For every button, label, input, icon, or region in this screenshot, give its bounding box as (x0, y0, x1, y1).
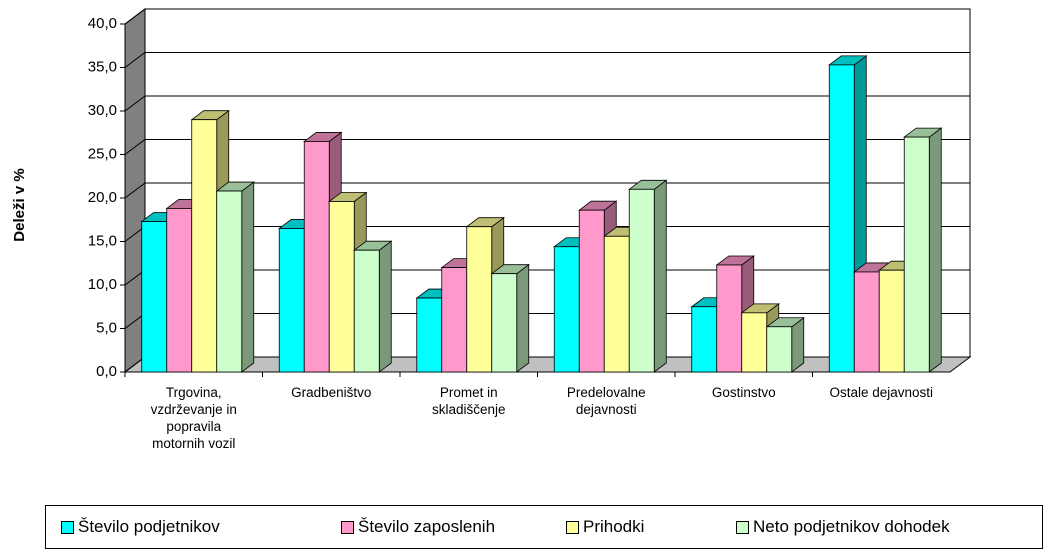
bar-front (903, 136, 930, 373)
legend-entry: Število podjetnikov (61, 517, 220, 537)
grid-line (124, 139, 970, 155)
legend-entry: Število zaposlenih (341, 517, 495, 537)
grid-line (124, 95, 970, 112)
bar-front (491, 273, 518, 373)
x-tick-label: Promet in skladiščenje (431, 385, 506, 417)
bar-front (328, 201, 355, 373)
legend-label: Prihodki (583, 517, 645, 536)
bar-side (378, 240, 392, 373)
legend-swatch (61, 520, 74, 534)
legend-swatch (341, 520, 354, 534)
bar (765, 316, 805, 373)
bar-front (416, 297, 443, 373)
y-tick-label: 10,0 (88, 276, 117, 293)
y-tick-label: 0,0 (96, 363, 117, 380)
bar-side (516, 263, 530, 373)
bar-front (553, 246, 580, 373)
y-tick-label: 35,0 (88, 58, 117, 75)
bar-front (216, 190, 243, 373)
bar-front (603, 235, 630, 373)
legend: Število podjetnikov Število zaposlenih Pri… (45, 505, 1043, 549)
bar-front (828, 64, 855, 373)
x-tick-label: Predelovalne dejavnosti (566, 385, 646, 417)
bar-front (191, 119, 218, 373)
grid-line (124, 182, 970, 199)
bar-side (653, 179, 667, 373)
bar-front (141, 221, 168, 373)
legend-label: Neto podjetnikov dohodek (753, 517, 950, 536)
grid-line (124, 52, 970, 68)
bar-front (303, 141, 330, 373)
legend-entry: Neto podjetnikov dohodek (736, 517, 950, 537)
bar-front (716, 264, 743, 373)
legend-entry: Prihodki (566, 517, 644, 537)
bar-front (441, 267, 468, 373)
bar (353, 240, 393, 373)
bar-side (928, 127, 942, 373)
bar-front (766, 326, 793, 373)
bar-front (166, 208, 193, 373)
bar-front (691, 306, 718, 373)
y-tick-label: 30,0 (88, 102, 117, 119)
bar-front (466, 226, 493, 373)
x-tick-label: Gostinstvo (711, 385, 776, 400)
x-tick-label: Gradbeništvo (291, 385, 372, 400)
grid-segment (124, 8, 970, 25)
bar (628, 179, 668, 373)
bar-front (628, 188, 655, 373)
x-tick-label: Ostale dejavnosti (829, 385, 934, 400)
legend-label: Število podjetnikov (78, 517, 220, 536)
grid-segment (124, 182, 970, 199)
bar-side (241, 181, 255, 373)
bar (215, 181, 255, 373)
bar-front (353, 249, 380, 373)
y-tick-label: 15,0 (88, 232, 117, 249)
grid-line (124, 8, 970, 25)
bar-front (853, 271, 880, 373)
x-tick-label: Trgovina, vzdrževanje in popravila motor… (150, 385, 237, 451)
bar-front (278, 228, 305, 373)
bar (490, 263, 530, 373)
bar (903, 127, 943, 373)
y-tick-label: 25,0 (88, 145, 117, 162)
legend-label: Število zaposlenih (358, 517, 496, 536)
y-tick-label: 20,0 (88, 189, 117, 206)
legend-swatch (566, 520, 579, 534)
y-axis-label: Deleži v % (11, 168, 28, 241)
legend-swatch (736, 520, 749, 534)
bar-front (741, 312, 768, 373)
bar-front (878, 269, 905, 373)
bar-front (578, 209, 605, 373)
y-tick-label: 5,0 (96, 319, 117, 336)
y-tick-label: 40,0 (88, 15, 117, 32)
grid-segment (124, 52, 970, 68)
grid-segment (124, 95, 970, 112)
grid-segment (124, 139, 970, 155)
